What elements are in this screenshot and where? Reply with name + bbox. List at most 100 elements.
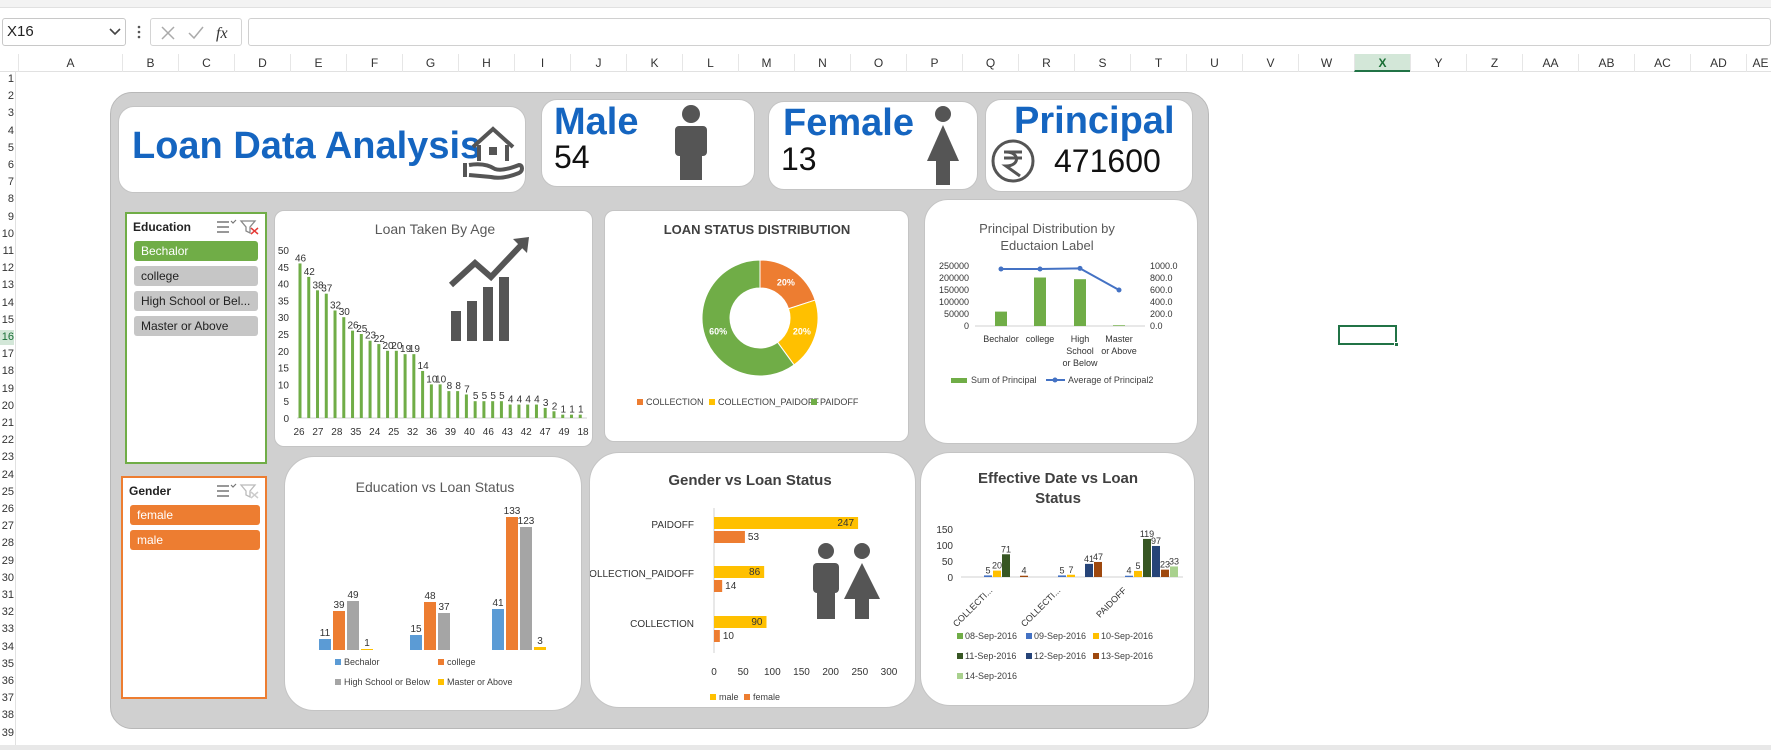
row-header-16[interactable]: 16 [0,330,14,345]
column-header-W[interactable]: W [1298,54,1354,72]
row-header-19[interactable]: 19 [1,382,14,395]
row-header-4[interactable]: 4 [7,124,14,137]
male-card[interactable]: Male 54 [541,99,755,187]
row-header-30[interactable]: 30 [1,571,14,584]
row-header-24[interactable]: 24 [1,468,14,481]
row-header-36[interactable]: 36 [1,675,14,687]
row-header-26[interactable]: 26 [1,503,14,515]
column-header-O[interactable]: O [850,54,906,72]
row-header-9[interactable]: 9 [7,210,14,223]
column-header-H[interactable]: H [458,54,514,72]
clear-filter-icon[interactable] [239,484,259,499]
row-header-31[interactable]: 31 [1,589,14,601]
row-header-21[interactable]: 21 [1,417,14,429]
effective-date-card[interactable]: Effective Date vs Loan Status 0 50 100 150 5 20… [920,452,1195,706]
gender-slicer[interactable]: Gender female male [121,476,267,699]
row-header-33[interactable]: 33 [1,623,14,636]
row-header-13[interactable]: 13 [1,279,14,292]
row-header-37[interactable]: 37 [1,692,14,705]
column-header-AB[interactable]: AB [1578,54,1634,72]
column-header-Z[interactable]: Z [1466,54,1522,72]
row-header-25[interactable]: 25 [1,485,14,498]
column-header-R[interactable]: R [1018,54,1074,72]
row-header-14[interactable]: 14 [1,296,14,309]
column-header-V[interactable]: V [1242,54,1298,72]
row-header-35[interactable]: 35 [1,657,14,670]
row-header-12[interactable]: 12 [1,262,14,275]
row-header-3[interactable]: 3 [7,107,14,120]
column-header-Y[interactable]: Y [1410,54,1466,72]
column-header-S[interactable]: S [1074,54,1130,72]
column-header-AC[interactable]: AC [1634,54,1690,72]
row-header-11[interactable]: 11 [2,245,14,257]
row-header-6[interactable]: 6 [7,159,14,171]
column-header-Q[interactable]: Q [962,54,1018,72]
column-header-M[interactable]: M [738,54,794,72]
enter-icon[interactable] [187,24,205,42]
row-header-7[interactable]: 7 [7,176,14,189]
column-header-T[interactable]: T [1130,54,1186,72]
column-header-J[interactable]: J [570,54,626,72]
column-header-AD[interactable]: AD [1690,54,1746,72]
clear-filter-icon[interactable] [239,220,259,235]
slicer-item[interactable]: Bechalor [134,241,258,261]
insert-function-icon[interactable]: fx [215,24,237,42]
column-header-D[interactable]: D [234,54,290,72]
edu-status-card[interactable]: Education vs Loan Status 11 39 49 1 15 48 37 41 1… [284,456,582,711]
title-card[interactable]: Loan Data Analysis [118,106,526,193]
row-header-1[interactable]: 1 [7,73,14,85]
column-header-E[interactable]: E [290,54,346,72]
multi-select-icon[interactable] [217,483,237,497]
loan-status-card[interactable]: LOAN STATUS DISTRIBUTION 20% 20% 60% COLLECT… [604,210,909,442]
row-header-8[interactable]: 8 [7,193,14,206]
row-header-29[interactable]: 29 [1,554,14,567]
column-header-K[interactable]: K [626,54,682,72]
slicer-item[interactable]: female [130,505,260,525]
name-box[interactable]: X16 [2,18,126,46]
loan-by-age-card[interactable]: Loan Taken By Age 0 5 10 15 20 25 30 35 40 45 50 46 4… [274,210,593,447]
row-header-28[interactable]: 28 [1,537,14,550]
column-header-B[interactable]: B [122,54,178,72]
row-header-32[interactable]: 32 [1,606,14,619]
column-header-L[interactable]: L [682,54,738,72]
slicer-item[interactable]: male [130,530,260,550]
column-header-AA[interactable]: AA [1522,54,1578,72]
column-header-N[interactable]: N [794,54,850,72]
cancel-icon[interactable] [159,24,177,42]
principal-card[interactable]: Principal 471600 [985,99,1193,192]
selected-cell[interactable] [1338,325,1399,347]
multi-select-icon[interactable] [217,219,237,233]
slicer-item[interactable]: Master or Above [134,316,258,336]
gender-status-card[interactable]: Gender vs Loan Status PAIDOFF COLLECTION_P… [589,452,916,708]
column-header-C[interactable]: C [178,54,234,72]
row-header-22[interactable]: 22 [1,434,14,447]
education-slicer[interactable]: Education Bechalor college High School or … [125,212,267,464]
row-header-10[interactable]: 10 [1,227,14,240]
column-header-I[interactable]: I [514,54,570,72]
column-header-U[interactable]: U [1186,54,1242,72]
female-card[interactable]: Female 13 [768,101,978,190]
column-header-X[interactable]: X [1354,54,1410,72]
row-header-38[interactable]: 38 [1,709,14,722]
column-header-F[interactable]: F [346,54,402,72]
row-header-5[interactable]: 5 [7,141,14,154]
column-header-P[interactable]: P [906,54,962,72]
row-header-39[interactable]: 39 [1,726,14,739]
row-header-2[interactable]: 2 [7,90,14,103]
formula-input[interactable] [248,18,1771,46]
row-header-18[interactable]: 18 [1,365,14,378]
slicer-item[interactable]: college [134,266,258,286]
principal-dist-card[interactable]: Principal Distribution by Eductaion Label… [924,199,1198,444]
row-header-27[interactable]: 27 [1,520,14,533]
row-header-34[interactable]: 34 [1,640,14,653]
row-header-15[interactable]: 15 [1,313,14,326]
column-header-A[interactable]: A [18,54,122,72]
row-header-23[interactable]: 23 [1,451,14,464]
slicer-item[interactable]: High School or Bel... [134,291,258,311]
row-header-20[interactable]: 20 [1,399,14,412]
row-header-17[interactable]: 17 [1,348,14,361]
column-header-AE[interactable]: AE [1746,54,1771,72]
column-header-G[interactable]: G [402,54,458,72]
chevron-down-icon[interactable] [109,27,121,37]
fill-handle[interactable] [1394,342,1399,347]
